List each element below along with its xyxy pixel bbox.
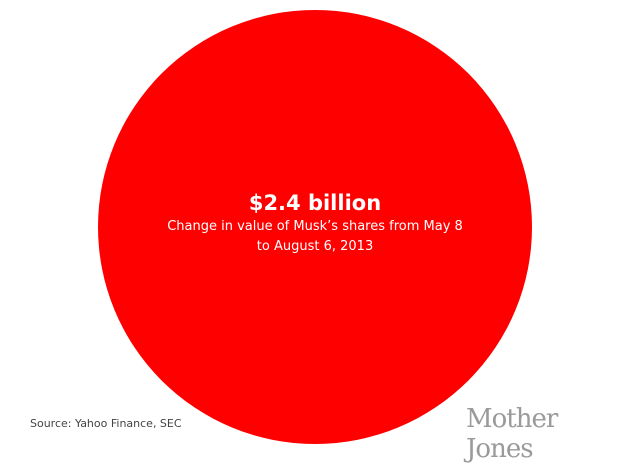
description-line-2: to August 6, 2013 <box>256 239 374 254</box>
value-bubble <box>98 10 532 444</box>
value-label: $2.4 billion <box>248 191 382 215</box>
bubble-chart <box>98 10 532 444</box>
source-note: Source: Yahoo Finance, SEC <box>30 417 182 430</box>
mother-jones-logo: Mother Jones <box>466 404 558 464</box>
bubble-label: $2.4 billion Change in value of Musk’s s… <box>115 190 515 256</box>
description-line-1: Change in value of Musk’s shares from Ma… <box>167 219 463 234</box>
